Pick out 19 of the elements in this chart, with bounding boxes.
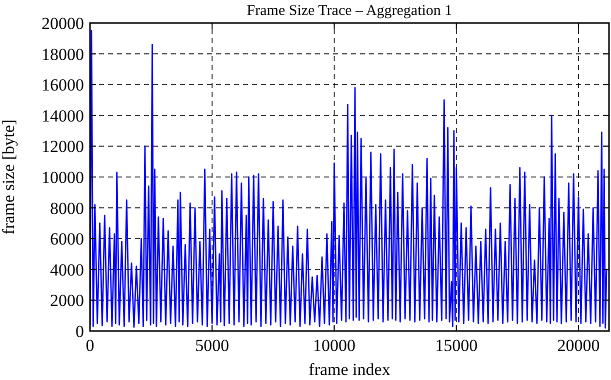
x-tick-label: 5000	[195, 336, 230, 355]
y-tick-label: 14000	[42, 106, 84, 126]
x-tick-label: 20000	[557, 336, 600, 355]
y-tick-label: 10000	[42, 168, 84, 187]
y-axis-title: frame size [byte]	[0, 119, 18, 235]
y-tick-label: 12000	[42, 137, 84, 156]
y-tick-label: 20000	[42, 14, 84, 33]
chart-title: Frame Size Trace – Aggregation 1	[246, 3, 452, 19]
y-tick-label: 6000	[50, 230, 84, 249]
y-tick-label: 2000	[50, 291, 84, 310]
y-tick-label: 8000	[50, 198, 84, 218]
y-tick-label: 4000	[50, 260, 84, 280]
y-tick-label: 0	[76, 322, 84, 341]
line-series	[90, 30, 608, 329]
x-tick-label: 10000	[312, 336, 356, 355]
y-tick-label: 18000	[42, 44, 84, 64]
y-tick-label: 16000	[42, 76, 84, 95]
x-tick-label: 15000	[435, 336, 478, 355]
x-axis-title: frame index	[308, 360, 391, 379]
